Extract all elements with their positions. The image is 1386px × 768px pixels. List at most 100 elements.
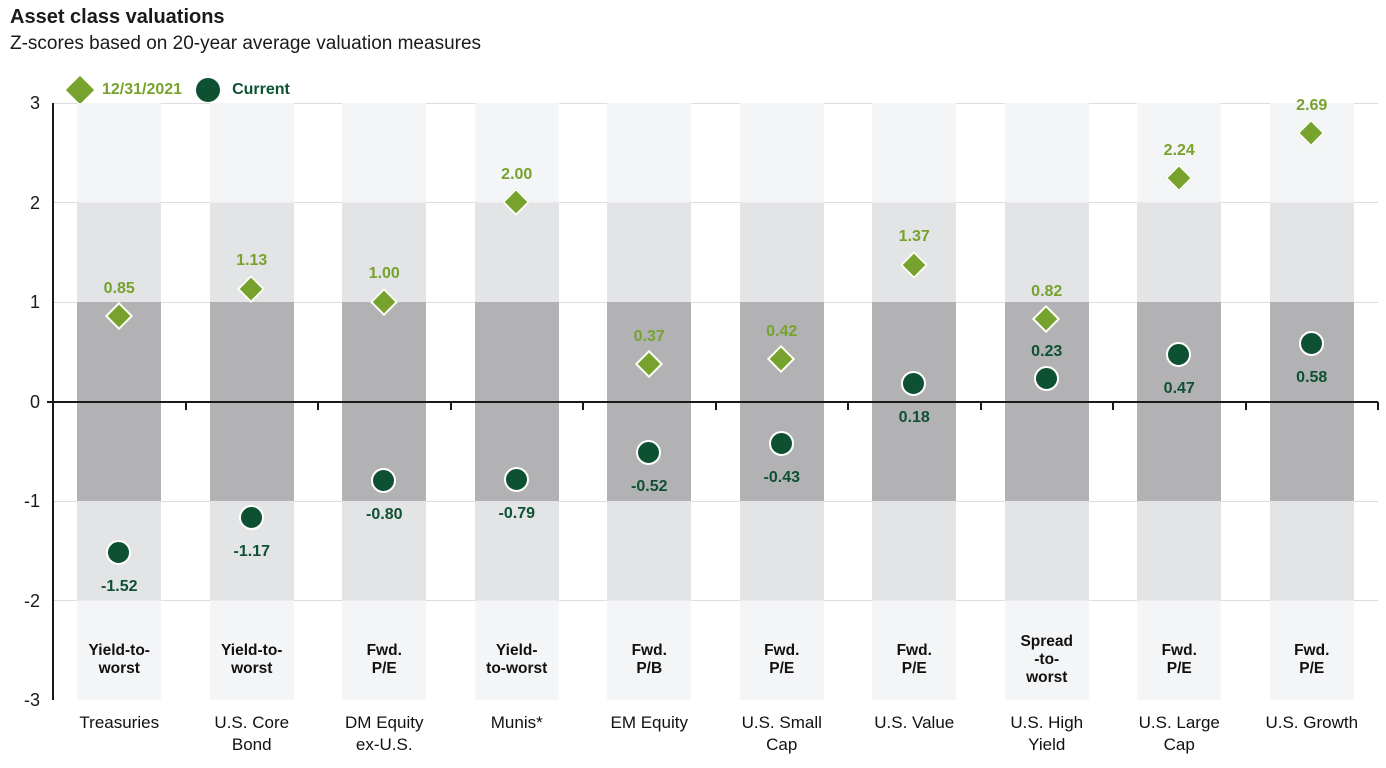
measure-label-line: Yield- [495, 642, 538, 659]
chart-legend: 12/31/2021 Current [65, 75, 290, 105]
category-label-line: U.S. Core [214, 713, 290, 732]
measure-label-line: P/B [636, 660, 663, 677]
circle-marker [106, 539, 132, 565]
measure-label-line: Fwd. [1161, 642, 1197, 659]
circle-value-label: 0.18 [898, 408, 930, 426]
gridline [53, 102, 1378, 104]
circle-marker [238, 504, 264, 530]
measure-label-line: -to- [1034, 651, 1060, 668]
circle-marker [1033, 365, 1059, 391]
measure-label-line: P/E [901, 660, 927, 677]
category-label-line: U.S. High [1010, 713, 1084, 732]
measure-label-line: P/E [1299, 660, 1325, 677]
diamond-value-label: 2.69 [1296, 96, 1328, 114]
circle-value-label: -1.17 [233, 542, 270, 560]
y-tick-label: -1 [23, 491, 40, 511]
category-label-line: Yield [1028, 735, 1066, 754]
measure-label-line: Fwd. [631, 642, 667, 659]
legend-label-2021: 12/31/2021 [102, 81, 183, 98]
diamond-value-label: 2.24 [1163, 141, 1195, 159]
category-label: U.S. Large Cap [1109, 712, 1249, 756]
x-axis-tick [582, 401, 584, 410]
circle-value-label: 0.47 [1163, 379, 1195, 397]
circle-marker [768, 431, 794, 457]
circle-marker [636, 440, 662, 466]
category-label-line: U.S. Large [1138, 713, 1220, 732]
category-label-line: ex-U.S. [355, 735, 413, 754]
page-title: Asset class valuations [10, 6, 225, 28]
category-label-line: U.S. Small [741, 713, 822, 732]
diamond-value-label: 0.37 [633, 327, 665, 345]
measure-label-line: worst [231, 660, 273, 677]
diamond-value-label: 1.37 [898, 228, 930, 246]
category-label: EM Equity [579, 712, 719, 734]
circle-value-label: 0.58 [1296, 368, 1328, 386]
plot-area: Yield-to-worst Yield-to-worst Fwd. P/E Yield… [47, 97, 1379, 700]
x-axis-tick [317, 401, 319, 410]
measure-label-line: P/E [1166, 660, 1192, 677]
y-tick-label: 0 [29, 391, 40, 412]
category-label-line: Cap [1163, 735, 1195, 754]
circle-value-label: 0.23 [1031, 342, 1063, 360]
measure-label: Fwd. P/B [589, 642, 709, 678]
category-label-line: DM Equity [345, 713, 424, 732]
gridline [53, 500, 1378, 502]
y-tick-label: -2 [23, 590, 40, 611]
legend-item-current: Current [196, 78, 290, 102]
category-label: DM Equity ex-U.S. [314, 712, 454, 756]
circle-value-label: -0.79 [498, 505, 535, 523]
category-label-line: Treasuries [79, 713, 160, 732]
gridline [53, 301, 1378, 303]
circle-marker-icon [196, 78, 221, 102]
category-label: U.S. Small Cap [712, 712, 852, 756]
y-tick-label: 1 [29, 292, 40, 312]
page-subtitle: Z-scores based on 20-year average valuat… [10, 33, 482, 54]
category-label-line: U.S. Value [874, 713, 955, 732]
measure-label: Yield-to-worst [457, 642, 577, 678]
circle-value-label: -0.52 [631, 478, 668, 496]
measure-label: Yield-to-worst [192, 642, 312, 678]
measure-label-line: Yield-to- [221, 642, 283, 659]
measure-label-line: worst [1026, 669, 1068, 686]
measure-label: Fwd. P/E [1119, 642, 1239, 678]
category-label: U.S. Growth [1242, 712, 1382, 734]
diamond-value-label: 0.82 [1031, 282, 1063, 300]
diamond-value-label: 1.13 [236, 252, 268, 270]
x-axis-tick [449, 401, 452, 410]
category-label: Munis* [447, 712, 587, 734]
category-label-line: Munis* [490, 713, 543, 732]
x-axis-tick [979, 401, 982, 410]
y-tick-label: 2 [29, 192, 40, 213]
measure-label-line: Fwd. [1294, 642, 1330, 659]
gridline [53, 202, 1378, 203]
category-label: U.S. Core Bond [182, 712, 322, 756]
category-label-line: EM Equity [610, 713, 688, 732]
diamond-marker-icon [65, 75, 95, 105]
x-axis-tick [184, 401, 187, 410]
x-axis-tick [1377, 401, 1379, 410]
x-axis-tick [714, 401, 717, 410]
circle-marker [1166, 341, 1192, 367]
legend-item-12-31-2021: 12/31/2021 [65, 75, 183, 105]
circle-value-label: -0.43 [763, 469, 800, 487]
measure-label: Spread -to-worst [987, 633, 1107, 687]
measure-label: Fwd. P/E [854, 642, 974, 678]
y-tick-label: 3 [29, 93, 40, 113]
diamond-value-label: 2.00 [501, 165, 533, 183]
measure-label-line: worst [98, 660, 140, 677]
measure-label: Fwd. P/E [722, 642, 842, 678]
gridline [53, 600, 1378, 601]
x-axis-tick [847, 401, 849, 410]
category-label: U.S. High Yield [977, 712, 1117, 756]
measure-label-line: Fwd. [896, 642, 932, 659]
circle-marker [503, 467, 529, 493]
x-axis-tick [1244, 401, 1247, 410]
zero-axis-line [47, 400, 1378, 403]
circle-marker [901, 370, 927, 396]
x-axis-tick [1112, 401, 1114, 410]
circle-value-label: -1.52 [101, 577, 138, 595]
measure-label: Fwd. P/E [1252, 642, 1372, 678]
measure-label: Fwd. P/E [324, 642, 444, 678]
measure-label-line: Yield-to- [88, 642, 150, 659]
